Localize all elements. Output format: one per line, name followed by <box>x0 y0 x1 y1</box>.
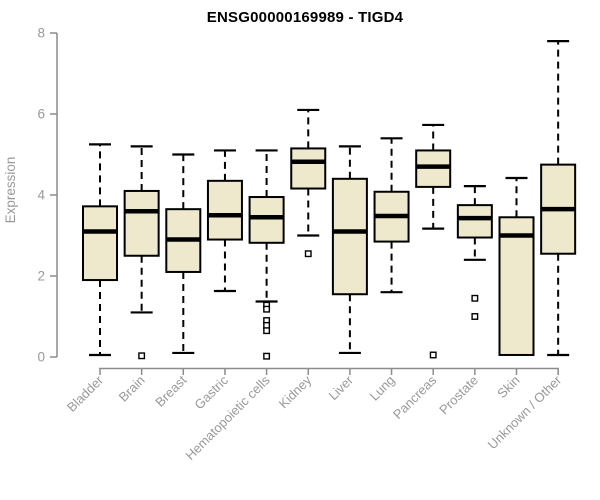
x-tick-label-liver: Liver <box>325 372 356 403</box>
y-tick-label: 0 <box>37 350 45 365</box>
chart-title: ENSG00000169989 - TIGD4 <box>206 9 404 26</box>
box-bladder <box>82 205 118 282</box>
x-tick-label-bladder: Bladder <box>64 372 107 415</box>
x-tick-label-breast: Breast <box>152 372 189 409</box>
x-tick-label-prostate: Prostate <box>436 373 481 418</box>
x-tick-label-brain: Brain <box>116 373 148 405</box>
box-prostate <box>456 204 493 239</box>
x-tick-label-unknown-other: Unknown / Other <box>485 372 565 452</box>
x-tick-label-skin: Skin <box>494 373 522 401</box>
box-brain <box>123 189 160 257</box>
outlier-brain <box>138 352 146 360</box>
box-skin <box>498 216 535 356</box>
outlier-prostate <box>471 294 479 302</box>
outlier-hematopoietic-cells <box>263 327 271 335</box>
y-tick-label: 8 <box>37 26 45 41</box>
y-tick-label: 4 <box>37 188 45 203</box>
y-tick-label: 2 <box>37 269 45 284</box>
outlier-kidney <box>304 250 312 258</box>
box-kidney <box>290 147 327 190</box>
box-hematopoietic-cells <box>248 196 285 244</box>
x-tick-label-pancreas: Pancreas <box>390 372 440 422</box>
y-tick-label: 6 <box>37 107 45 122</box>
x-tick-label-kidney: Kidney <box>276 372 315 411</box>
x-tick-label-gastric: Gastric <box>191 372 231 412</box>
outlier-hematopoietic-cells <box>263 352 271 360</box>
y-axis-title: Expression <box>3 157 18 224</box>
outlier-hematopoietic-cells <box>263 305 271 313</box>
x-tick-label-lung: Lung <box>367 373 398 404</box>
outlier-pancreas <box>429 351 437 359</box>
box-gastric <box>206 179 243 241</box>
outlier-prostate <box>471 313 479 320</box>
box-liver <box>331 177 368 296</box>
